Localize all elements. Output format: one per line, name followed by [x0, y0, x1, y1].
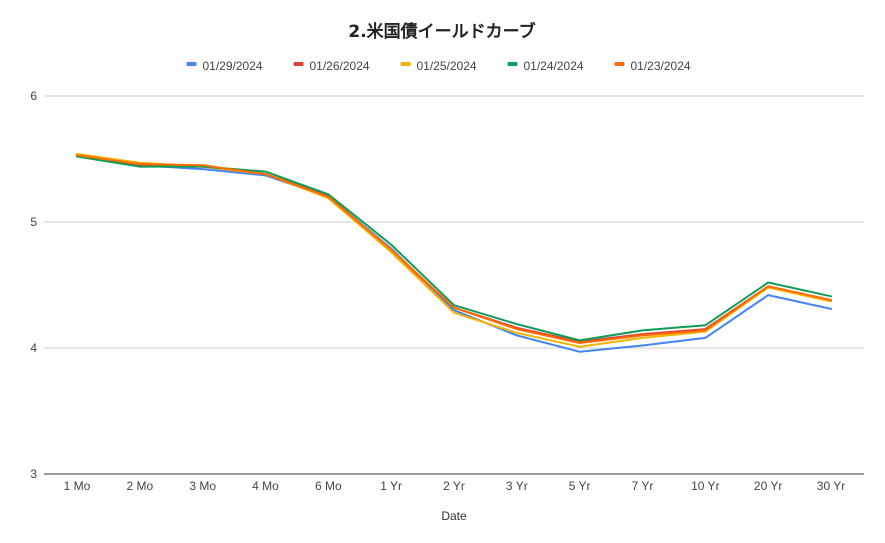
legend: 01/29/2024 01/26/2024 01/25/2024 01/24/2024…: [186, 59, 691, 73]
x-tick-label: 10 Yr: [691, 479, 719, 493]
x-tick-label: 30 Yr: [817, 479, 845, 493]
legend-label: 01/23/2024: [631, 59, 691, 73]
legend-swatch: [186, 62, 197, 66]
chart-title: 2.米国債イールドカーブ: [348, 21, 535, 42]
x-tick-label: 1 Yr: [380, 479, 402, 493]
x-tick-label: 2 Mo: [126, 479, 153, 493]
x-tick-label: 2 Yr: [443, 479, 465, 493]
legend-item: 01/23/2024: [614, 59, 691, 73]
series-line-01-24-2024: [76, 155, 832, 342]
legend-swatch: [293, 62, 304, 66]
series-line-01-29-2024: [76, 154, 832, 353]
y-axis-ticks: 3 4 5 6: [30, 89, 37, 481]
x-axis-label: Date: [441, 509, 467, 523]
y-tick-label: 6: [30, 89, 37, 103]
legend-swatch: [507, 62, 518, 66]
y-tick-label: 3: [30, 467, 37, 481]
series-lines: [76, 153, 832, 353]
legend-swatch: [614, 62, 625, 66]
legend-label: 01/24/2024: [524, 59, 584, 73]
x-tick-label: 3 Yr: [506, 479, 528, 493]
x-tick-label: 5 Yr: [569, 479, 591, 493]
legend-item: 01/24/2024: [507, 59, 584, 73]
legend-swatch: [400, 62, 411, 66]
x-tick-label: 1 Mo: [64, 479, 91, 493]
y-tick-label: 5: [30, 215, 37, 229]
legend-item: 01/26/2024: [293, 59, 370, 73]
x-tick-label: 3 Mo: [189, 479, 216, 493]
legend-item: 01/25/2024: [400, 59, 477, 73]
legend-label: 01/26/2024: [310, 59, 370, 73]
x-tick-label: 20 Yr: [754, 479, 782, 493]
x-tick-label: 7 Yr: [632, 479, 654, 493]
x-tick-label: 4 Mo: [252, 479, 279, 493]
y-tick-label: 4: [30, 341, 37, 355]
gridlines: [44, 95, 864, 475]
x-tick-label: 6 Mo: [315, 479, 342, 493]
legend-item: 01/29/2024: [186, 59, 263, 73]
legend-label: 01/25/2024: [417, 59, 477, 73]
series-line-01-23-2024: [76, 154, 832, 344]
legend-label: 01/29/2024: [203, 59, 263, 73]
x-axis-ticks: 1 Mo 2 Mo 3 Mo 4 Mo 6 Mo 1 Yr 2 Yr 3 Yr 5 Yr 7 Yr…: [64, 479, 846, 493]
